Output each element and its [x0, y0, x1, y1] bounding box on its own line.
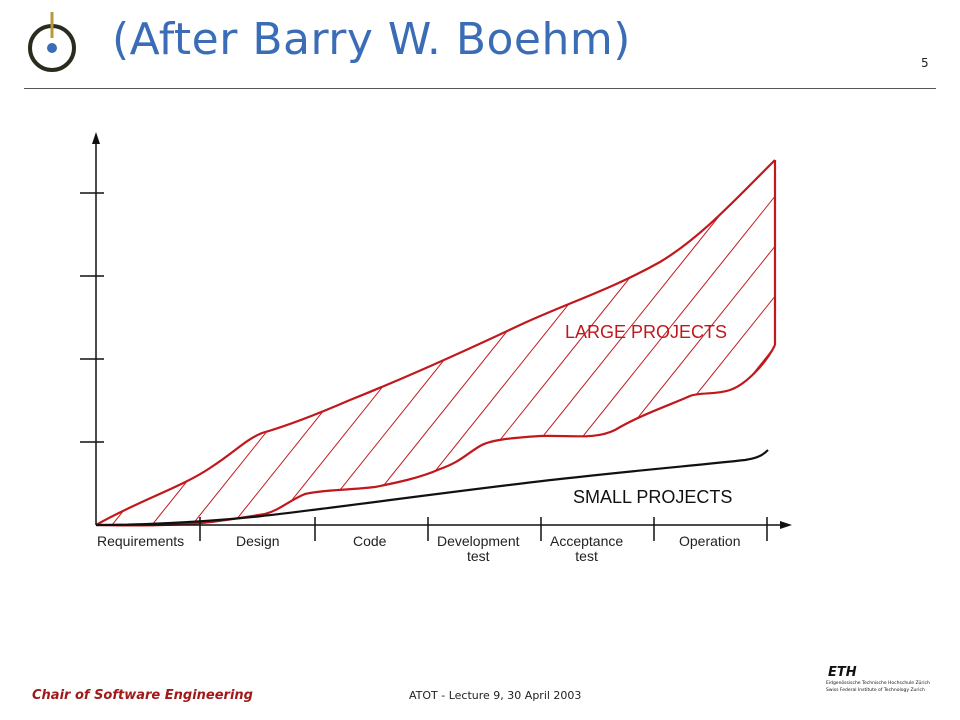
page-number: 5: [921, 56, 929, 70]
phase-label-requirements: Requirements: [97, 533, 185, 549]
footer-lecture: ATOT - Lecture 9, 30 April 2003: [409, 689, 582, 702]
y-axis-arrow: [92, 132, 100, 144]
phase-label-development-test: Development test: [437, 533, 520, 564]
phase-label-operation: Operation: [679, 533, 741, 549]
footer-chair: Chair of Software Engineering: [32, 688, 253, 703]
phase-label-code: Code: [353, 533, 387, 549]
eth-logo-line2: Swiss Federal Institute of Technology Zu…: [826, 688, 925, 693]
x-axis-arrow: [780, 521, 792, 529]
phase-label-design: Design: [236, 533, 280, 549]
large-projects-label: LARGE PROJECTS: [565, 322, 728, 342]
eth-logo: ETH Eidgenössische Technische Hochschule…: [826, 666, 938, 710]
large-projects-hatch: [99, 160, 775, 526]
phase-label-acceptance-test: Acceptance test: [550, 533, 624, 564]
header-divider: [24, 88, 936, 89]
chair-logo: [22, 8, 92, 78]
large-projects-upper-curve: [95, 159, 776, 526]
eth-logo-line1: Eidgenössische Technische Hochschule Zür…: [826, 681, 930, 686]
eth-logo-word: ETH: [828, 665, 857, 680]
small-projects-curve: [95, 449, 769, 527]
slide-title: (After Barry W. Boehm): [112, 14, 631, 65]
small-projects-label: SMALL PROJECTS: [573, 487, 733, 507]
